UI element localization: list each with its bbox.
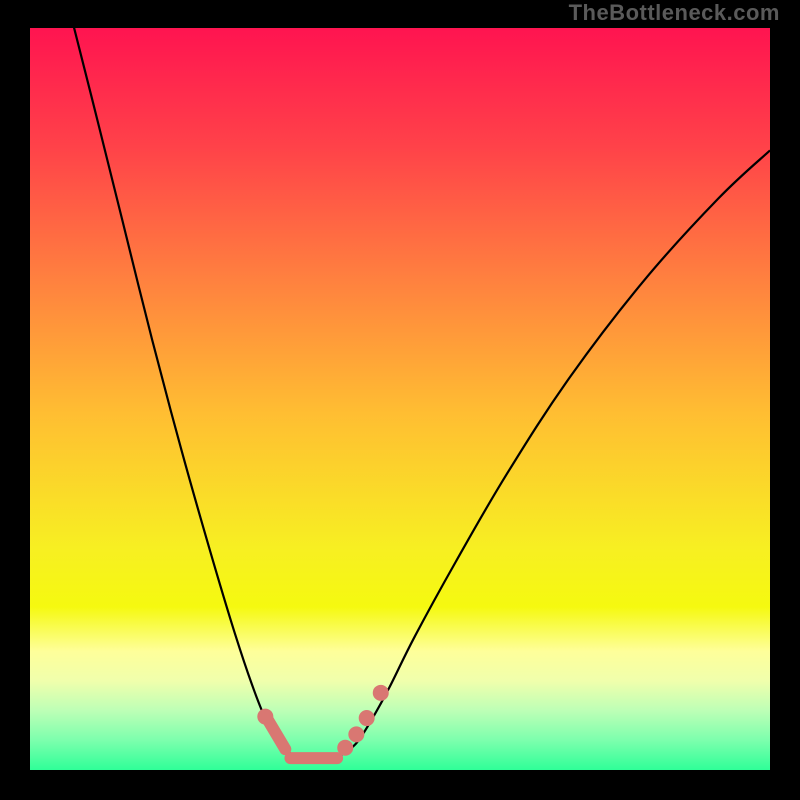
bottleneck-chart — [0, 0, 800, 800]
watermark-text: TheBottleneck.com — [569, 0, 780, 26]
gradient-background — [30, 28, 770, 770]
